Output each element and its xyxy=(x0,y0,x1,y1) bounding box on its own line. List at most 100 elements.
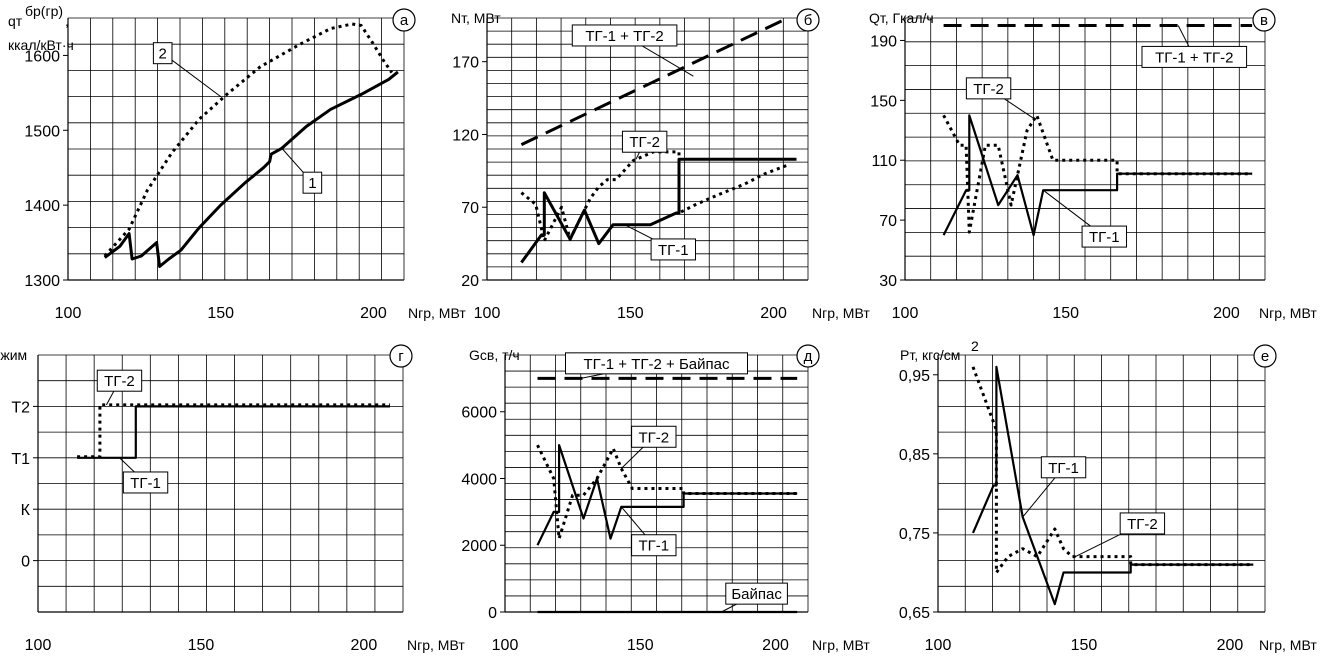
x-axis-label: Nгр, МВт xyxy=(408,305,466,321)
legend-label: ТГ-2 xyxy=(973,81,1004,98)
y-tick-label: 0,85 xyxy=(899,447,930,464)
x-tick-label: 150 xyxy=(1071,637,1098,654)
x-tick-label: 100 xyxy=(492,637,519,654)
y-tick-label: 120 xyxy=(452,127,479,144)
y-tick-label: 70 xyxy=(461,200,479,217)
y-tick-label: 170 xyxy=(452,55,479,72)
legend-label: ТГ-1 + ТГ-2 xyxy=(585,28,663,45)
series-line-2 xyxy=(520,150,789,243)
chart-panel-c: 30 70 110 150 190 100 150 200 Nгр, МВт Qт, Гкал/ч… xyxy=(869,8,1317,322)
y-tick-label: 4000 xyxy=(461,471,497,488)
x-tick-label: 100 xyxy=(892,305,919,322)
series-line-0 xyxy=(77,405,390,459)
chart-panel-a: 1300 1400 1500 1600 100 150 200 Nгр, МВт qтбр(гр… xyxy=(8,3,466,322)
series-line-0 xyxy=(103,70,399,268)
panel-badge xyxy=(389,344,413,368)
legend-box xyxy=(1141,45,1248,68)
y-axis-label: Qт, Гкал/ч xyxy=(869,10,934,26)
x-tick-label: 200 xyxy=(760,305,787,322)
x-tick-label: 200 xyxy=(360,305,387,322)
y-axis-label-comma: , xyxy=(65,13,69,29)
legend-box xyxy=(631,425,677,448)
panel-badge-letter: е xyxy=(1261,348,1269,365)
panel-badge-letter: г xyxy=(398,348,404,365)
legend-box xyxy=(1081,225,1127,248)
legend-box xyxy=(122,471,169,494)
grid xyxy=(67,17,405,281)
y-tick-label: 20 xyxy=(461,273,479,290)
panel-badge xyxy=(796,8,820,32)
legend-label: ТГ-1 + ТГ-2 + Байпас xyxy=(584,356,730,373)
y-tick-label: 110 xyxy=(871,153,897,170)
y-axis-label-sup: бр(гр) xyxy=(25,3,63,19)
panel-badge-letter: д xyxy=(804,348,813,365)
x-axis-label: Nгр, МВт xyxy=(1259,305,1317,321)
y-axis-label: Режим xyxy=(0,347,27,363)
chart-panel-d: 0 К Т1 Т2 100 150 200 Nгр, МВт Режим ТГ-2 ТГ-1 г xyxy=(0,344,465,654)
x-axis-label: Nгр, МВт xyxy=(1259,637,1317,653)
x-tick-label: 100 xyxy=(474,305,501,322)
legend-label: ТГ-2 xyxy=(1127,516,1158,533)
grid xyxy=(37,354,404,613)
x-tick-label: 150 xyxy=(617,305,644,322)
y-tick-label: 1600 xyxy=(24,48,60,65)
x-tick-label: 150 xyxy=(1052,305,1079,322)
x-tick-label: 200 xyxy=(762,637,789,654)
legend-box xyxy=(965,77,1012,100)
legend-box xyxy=(571,24,678,47)
series-line-0 xyxy=(971,365,1254,606)
legend-box xyxy=(1040,456,1087,479)
y-tick-label: Т1 xyxy=(11,451,30,468)
legend-box xyxy=(631,534,677,557)
series-line-1 xyxy=(103,22,394,258)
panel-badge-letter: а xyxy=(400,12,409,29)
y-axis-label-units: ккал/кВт·ч xyxy=(8,37,74,53)
x-tick-label: 150 xyxy=(188,637,215,654)
legend-box xyxy=(1119,512,1166,535)
legend-label: ТГ-1 xyxy=(130,475,161,492)
series-line-1 xyxy=(942,114,1253,237)
y-axis-label: Nт, МВт xyxy=(451,10,501,26)
legend-label: 1 xyxy=(308,175,316,192)
legend-label: 2 xyxy=(159,46,167,63)
y-tick-label: 2000 xyxy=(461,538,497,555)
x-tick-label: 150 xyxy=(627,637,654,654)
y-tick-label: 1500 xyxy=(24,123,60,140)
legend-box xyxy=(621,130,668,153)
legend-label: Байпас xyxy=(731,586,782,603)
legend-box xyxy=(302,171,323,194)
y-tick-label: 70 xyxy=(879,213,897,230)
x-axis-label: Nгр, МВт xyxy=(812,637,870,653)
y-tick-label: 0,75 xyxy=(899,526,930,543)
chart-panel-f: 0,65 0,75 0,85 0,95 100 150 200 Nгр, МВт Pт, кгс… xyxy=(899,338,1317,654)
y-tick-label: 30 xyxy=(879,273,897,290)
legend-label: ТГ-1 xyxy=(1089,229,1120,246)
panel-badge xyxy=(1252,8,1276,32)
chart-panel-e: 0 2000 4000 6000 100 150 200 Nгр, МВт Gсв, т/ч ТГ… xyxy=(461,344,870,654)
legend-label: ТГ-1 xyxy=(658,242,689,259)
x-tick-label: 150 xyxy=(207,305,234,322)
chart-panel-b: 20 70 120 170 100 150 200 Nгр, МВт Nт, МВт ТГ-1 +… xyxy=(451,8,870,322)
panel-badge xyxy=(1253,344,1277,368)
legend-box xyxy=(725,582,788,605)
x-tick-label: 100 xyxy=(925,637,952,654)
x-axis-label: Nгр, МВт xyxy=(812,305,870,321)
y-tick-label: 0,65 xyxy=(899,605,930,622)
panel-badge xyxy=(392,8,416,32)
legend-label: ТГ-2 xyxy=(638,429,669,446)
y-tick-label: 150 xyxy=(870,93,897,110)
legend-box xyxy=(650,238,696,261)
x-tick-label: 200 xyxy=(1213,305,1240,322)
y-axis-label: Gсв, т/ч xyxy=(469,347,520,363)
series-line-1 xyxy=(520,157,797,264)
grid xyxy=(504,354,809,613)
y-axis-label: qт xyxy=(8,13,23,29)
legend-box xyxy=(152,42,173,65)
series-line-1 xyxy=(77,403,390,459)
legend-box xyxy=(96,369,143,392)
panel-badge xyxy=(796,344,820,368)
legend-box xyxy=(565,352,748,375)
y-axis-label-sup: 2 xyxy=(971,338,979,354)
